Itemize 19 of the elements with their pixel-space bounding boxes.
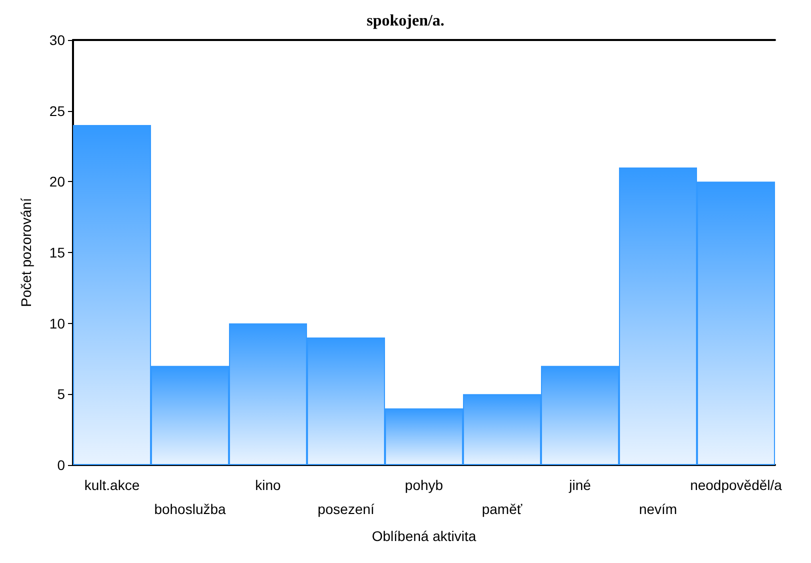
y-tick-label: 20: [49, 174, 66, 190]
x-tick-label: posezení: [318, 501, 375, 517]
x-tick-label: neodpověděl/a: [690, 477, 782, 493]
x-tick-label: nevím: [638, 501, 678, 517]
x-axis-title: Oblíbená aktivita: [372, 528, 476, 544]
x-tick-label: pohyb: [404, 477, 444, 493]
y-tick-label: 30: [49, 32, 66, 48]
x-tick-label: bohoslužba: [154, 501, 226, 517]
chart-title: spokojen/a.: [366, 12, 444, 30]
y-tick-label: 5: [57, 386, 66, 402]
y-tick-label: 10: [49, 315, 66, 332]
y-axis-title: Počet pozorování: [18, 198, 34, 307]
y-tick-label: 15: [49, 244, 66, 260]
y-tick-label: 25: [49, 102, 66, 119]
x-tick-label: kino: [255, 477, 282, 493]
x-tick-label: kult.akce: [84, 477, 140, 493]
y-tick-label: 0: [57, 457, 66, 473]
x-tick-label: jiné: [568, 477, 592, 493]
x-tick-label: paměť: [482, 501, 523, 517]
